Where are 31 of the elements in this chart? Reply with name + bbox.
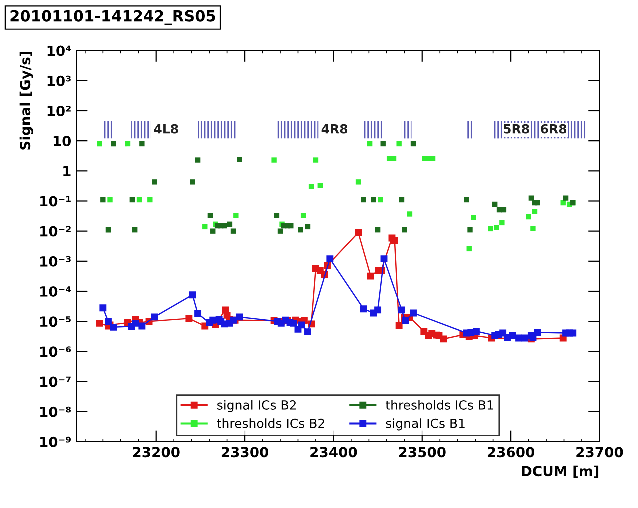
y-tick-label: 10⁻⁷ <box>40 376 71 388</box>
legend-label: thresholds ICs B1 <box>386 400 494 410</box>
y-tick-label: 10⁴ <box>48 46 72 56</box>
x-tick-label: 23500 <box>399 447 446 458</box>
x-tick-label: 23700 <box>576 447 624 458</box>
y-tick-label: 10 <box>54 136 72 147</box>
x-tick-label: 23200 <box>133 447 180 458</box>
y-tick-label: 10³ <box>48 76 71 86</box>
band-label: 4L8 <box>154 124 178 134</box>
y-tick-label: 10⁻⁸ <box>40 406 72 418</box>
x-tick-label: 23400 <box>310 447 358 458</box>
y-tick-label: 10² <box>48 106 71 116</box>
x-tick-label: 23600 <box>488 447 535 458</box>
band-label: 6R8 <box>541 124 567 134</box>
y-tick-label: 10⁻¹ <box>40 196 71 207</box>
x-tick-label: 23300 <box>222 447 269 458</box>
chart-title: 20101101-141242_RS05 <box>10 10 216 26</box>
legend-label: thresholds ICs B2 <box>217 418 324 428</box>
x-axis-title: DCUM [m] <box>522 466 599 478</box>
y-tick-label: 10⁻² <box>40 226 71 237</box>
y-tick-label: 10⁻⁹ <box>40 436 71 448</box>
legend-label: signal ICs B2 <box>218 400 296 412</box>
y-tick-label: 10⁻⁶ <box>40 346 72 358</box>
y-tick-label: 10⁻⁵ <box>40 316 71 328</box>
band-label: 5R8 <box>504 124 530 134</box>
y-tick-label: 1 <box>64 166 71 176</box>
legend-label: signal ICs B1 <box>386 418 465 431</box>
y-tick-label: 10⁻⁴ <box>40 286 72 297</box>
y-tick-label: 10⁻³ <box>40 256 71 267</box>
band-label: 4R8 <box>322 124 348 134</box>
y-axis-title: Signal [Gy/s] <box>20 52 34 150</box>
